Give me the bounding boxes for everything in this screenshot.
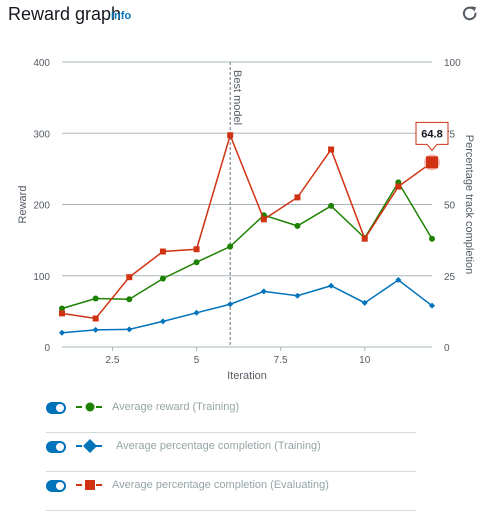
tooltip-box	[415, 121, 449, 152]
refresh-icon[interactable]	[460, 4, 480, 24]
legend-label: Average percentage completion (Evaluatin…	[112, 479, 329, 491]
page-title: Reward graph	[8, 4, 122, 24]
chart-header: Reward graph Info	[8, 4, 484, 30]
y-tick-label-left: 400	[33, 58, 50, 69]
data-point	[227, 301, 234, 308]
data-point	[294, 222, 301, 229]
x-tick-label: 2.5	[106, 355, 120, 366]
data-point	[193, 309, 200, 316]
x-tick-label: 5	[194, 355, 200, 366]
data-point	[59, 310, 65, 317]
y-axis-label-left: Reward	[17, 186, 29, 224]
legend-item-completion-training: Average percentage completion (Training)	[46, 433, 416, 472]
y-tick-label-right: 25	[444, 272, 456, 283]
y-tick-label-right: 100	[444, 58, 461, 69]
data-point	[429, 235, 435, 242]
data-point	[159, 318, 166, 325]
y-tick-label-left: 300	[33, 129, 50, 140]
data-point	[159, 275, 166, 282]
data-point	[92, 326, 99, 333]
data-point	[361, 235, 368, 242]
x-axis-label: Iteration	[227, 370, 267, 380]
chart-tooltip: 64.8	[415, 121, 449, 171]
data-point	[193, 246, 200, 253]
data-point	[328, 282, 335, 289]
data-point	[429, 302, 435, 309]
y-tick-label-left: 0	[44, 343, 50, 354]
data-point	[294, 292, 301, 299]
data-point	[126, 274, 133, 281]
x-tick-label: 7.5	[274, 355, 288, 366]
data-point	[328, 146, 335, 153]
info-link[interactable]: Info	[111, 10, 132, 22]
square-marker-icon	[76, 480, 104, 490]
data-point	[126, 296, 133, 303]
tooltip-point	[426, 156, 438, 169]
legend-item-reward-training: Average reward (Training)	[46, 394, 416, 433]
y-tick-label-left: 100	[33, 272, 50, 283]
chart-axes: Iteration Reward Percentage track comple…	[17, 58, 475, 380]
data-point	[59, 329, 65, 336]
tooltip-value: 64.8	[421, 128, 442, 140]
toggle-switch[interactable]	[46, 480, 66, 492]
data-point	[92, 315, 99, 322]
series-line	[61, 132, 433, 320]
legend-label: Average reward (Training)	[112, 401, 240, 413]
y-tick-label-right: 75	[444, 129, 456, 140]
data-point	[92, 295, 99, 302]
data-point	[126, 326, 133, 333]
data-point	[260, 216, 267, 223]
legend-label: Average percentage completion (Training)	[116, 440, 321, 452]
circle-marker-icon	[76, 402, 104, 412]
data-point	[159, 248, 166, 255]
data-point	[395, 277, 402, 284]
best-model-label: Best model	[231, 70, 243, 125]
y-tick-label-right: 50	[444, 201, 456, 212]
y-axis-label-right: Percentage track completion	[463, 135, 475, 274]
data-point	[227, 132, 234, 139]
data-point	[193, 259, 200, 266]
series-line	[61, 180, 433, 310]
legend-item-completion-evaluating: Average percentage completion (Evaluatin…	[46, 472, 416, 511]
toggle-switch[interactable]	[46, 402, 66, 414]
data-point	[395, 183, 402, 190]
best-model-annotation: Best model	[229, 62, 243, 347]
y-tick-label-left: 200	[33, 201, 50, 212]
chart-gridlines	[62, 61, 432, 348]
reward-chart: Iteration Reward Percentage track comple…	[17, 58, 475, 380]
data-point	[294, 194, 301, 201]
data-point	[260, 288, 267, 295]
y-tick-label-right: 0	[444, 343, 450, 354]
diamond-marker-icon	[76, 439, 104, 453]
data-point	[59, 305, 65, 312]
data-point	[361, 299, 368, 306]
series-line	[61, 279, 433, 334]
x-tick-label: 10	[359, 355, 371, 366]
toggle-switch[interactable]	[46, 441, 66, 453]
chart-series	[59, 132, 435, 336]
data-point	[227, 243, 234, 250]
data-point	[328, 202, 335, 209]
